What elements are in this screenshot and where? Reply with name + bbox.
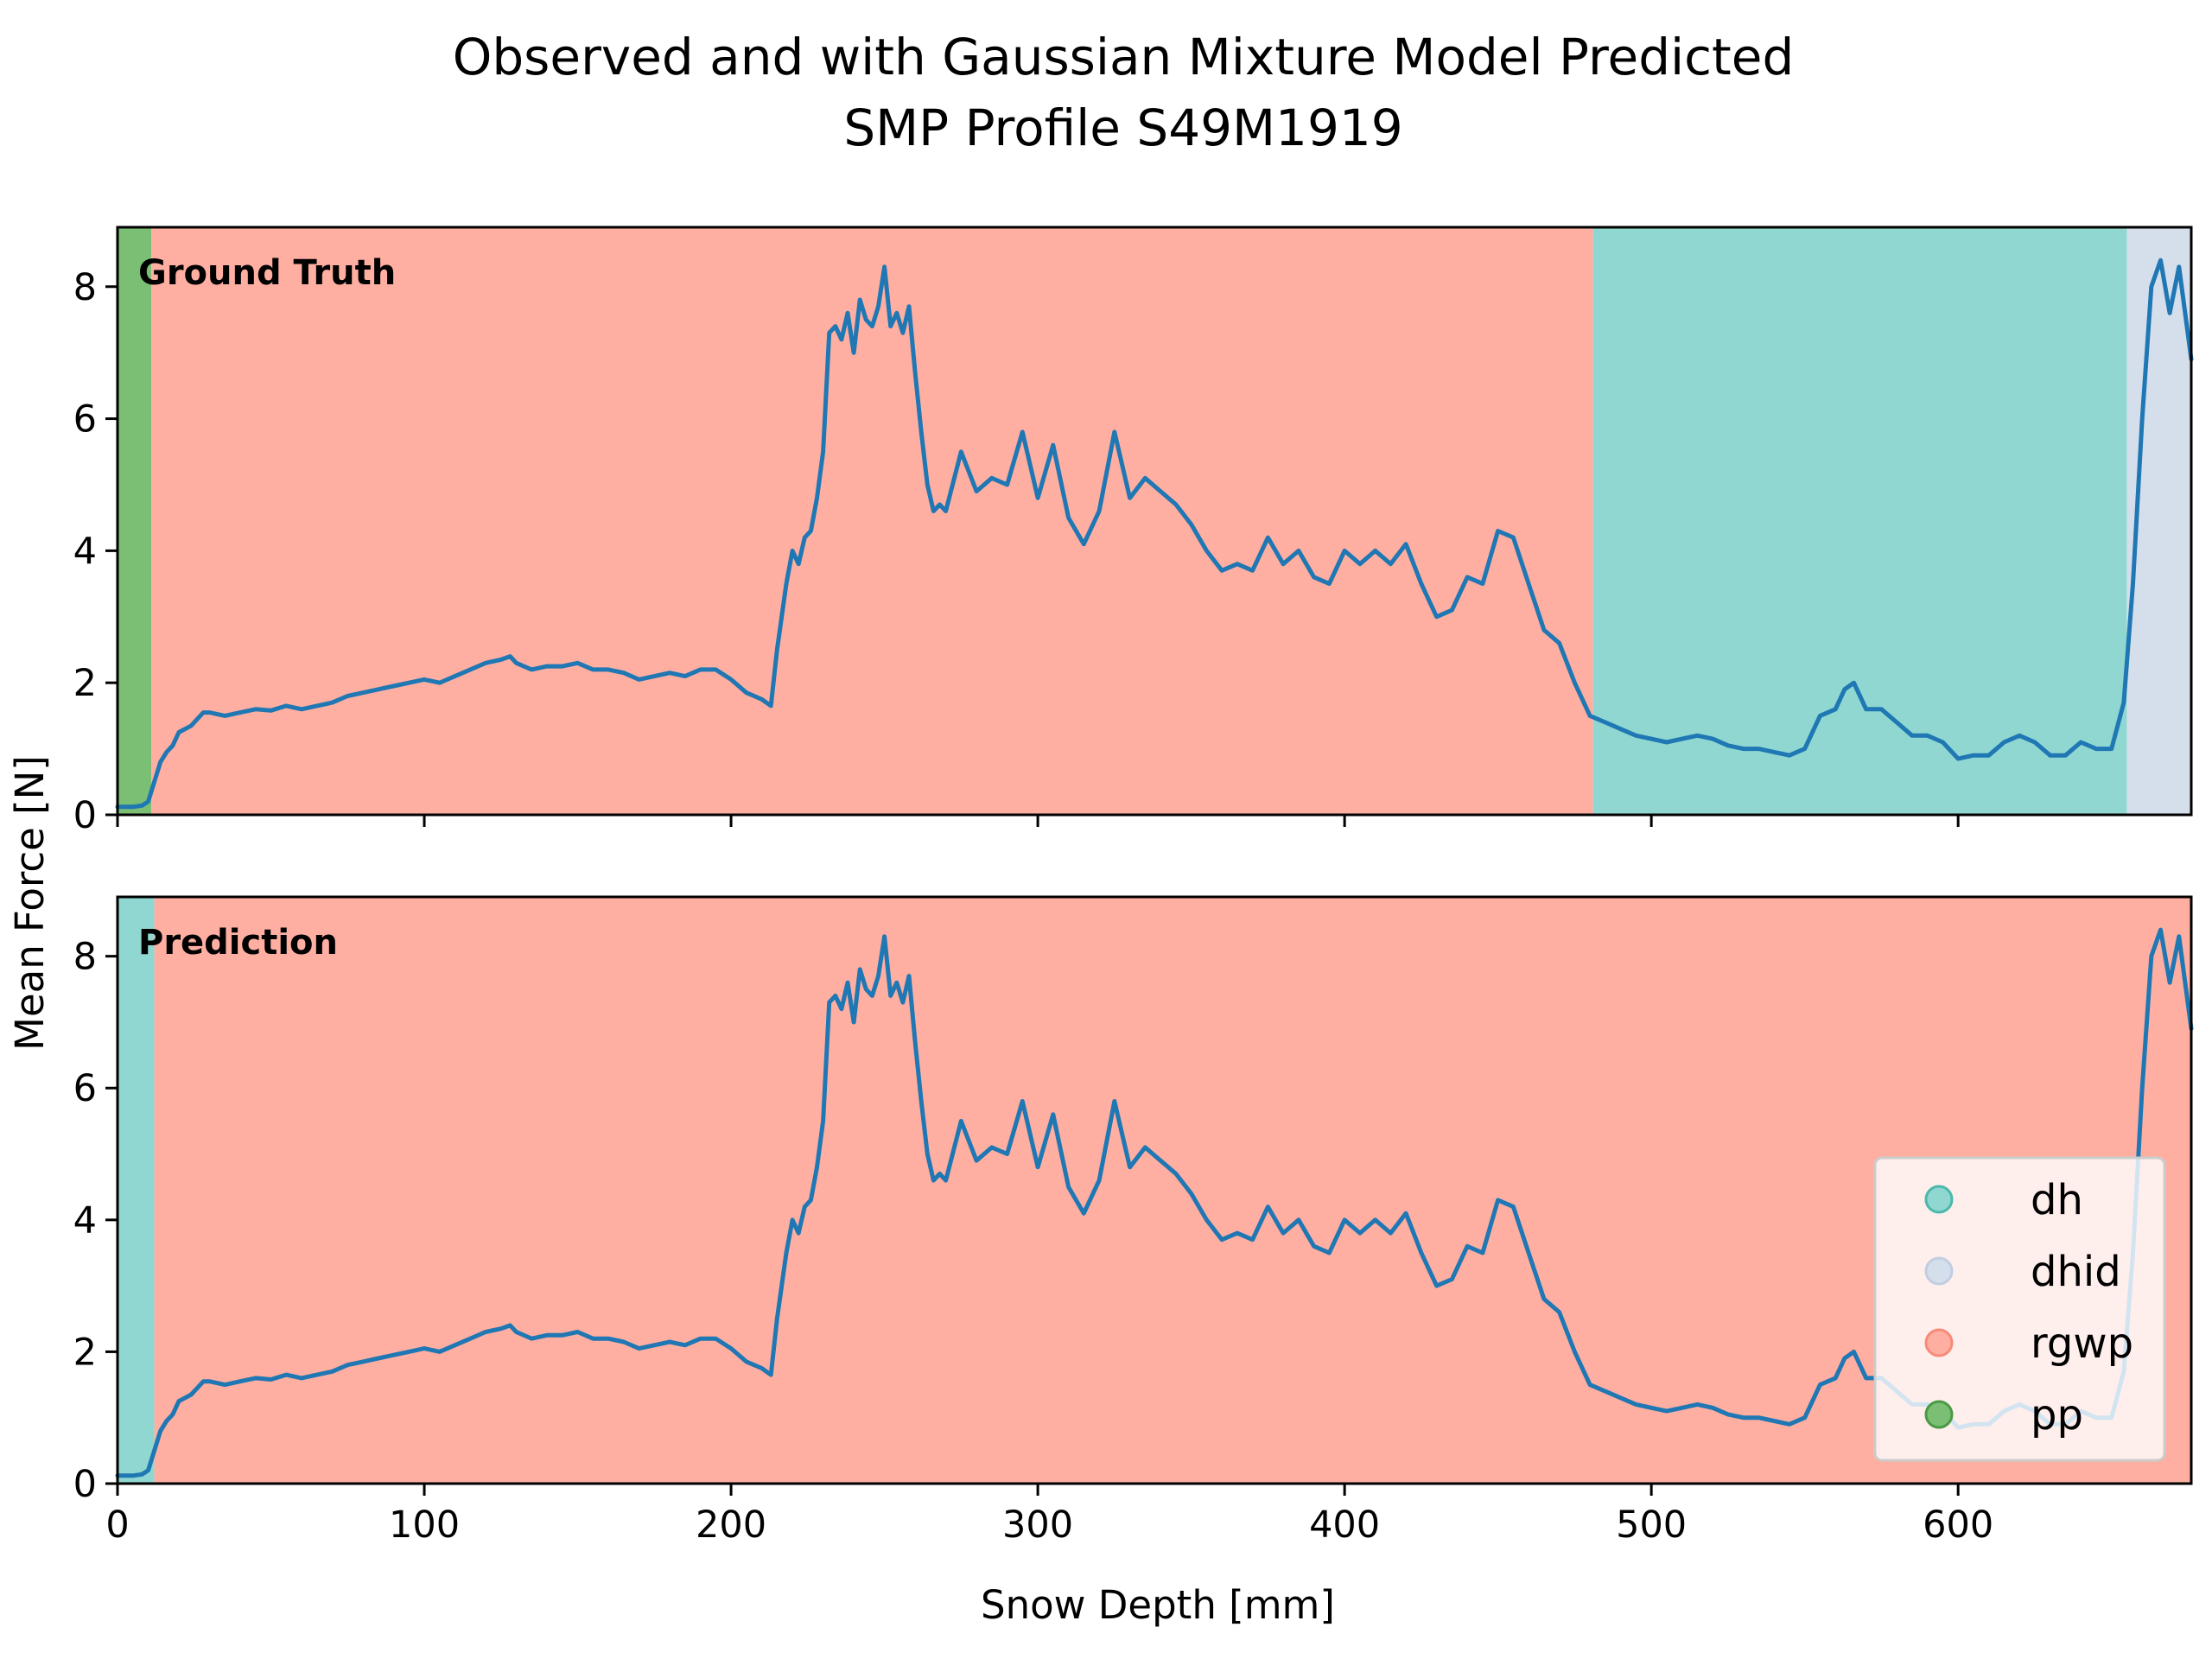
y-tick-label: 6 bbox=[73, 1067, 97, 1110]
x-axis-title: Snow Depth [mm] bbox=[981, 1582, 1335, 1628]
panel-ground-truth: 0 2 4 6 8 Ground Truth bbox=[73, 226, 2194, 837]
y-tick-label: 0 bbox=[73, 1463, 97, 1506]
legend: dh dhid rgwp pp bbox=[1873, 1156, 2166, 1462]
figure-title-line2: SMP Profile S49M1919 bbox=[843, 99, 1402, 157]
segment-rgwp bbox=[154, 897, 2192, 1484]
x-tick-label: 100 bbox=[389, 1503, 460, 1547]
axes-frame bbox=[116, 226, 2193, 817]
x-tick-label: 0 bbox=[105, 1503, 129, 1547]
legend-label-rgwp: rgwp bbox=[2031, 1319, 2133, 1368]
y-axis-title: Mean Force [N] bbox=[7, 755, 53, 1051]
segment-dh bbox=[1592, 227, 2127, 815]
legend-marker-dh bbox=[1924, 1185, 1954, 1214]
panel-label: Ground Truth bbox=[138, 253, 396, 293]
legend-label-dhid: dhid bbox=[2031, 1248, 2121, 1296]
segment-rgwp bbox=[151, 227, 1593, 815]
legend-label-pp: pp bbox=[2031, 1391, 2083, 1440]
panel-label: Prediction bbox=[138, 923, 338, 963]
y-tick-label: 4 bbox=[73, 1199, 97, 1243]
force-line bbox=[115, 927, 2194, 1478]
legend-label-dh: dh bbox=[2031, 1176, 2083, 1224]
x-tick-label: 600 bbox=[1923, 1503, 1993, 1547]
x-tick-label: 400 bbox=[1309, 1503, 1380, 1547]
figure-title-line1: Observed and with Gaussian Mixture Model… bbox=[453, 28, 1795, 86]
force-line bbox=[115, 257, 2194, 810]
axes-frame bbox=[116, 895, 2193, 1485]
legend-box bbox=[1873, 1156, 2166, 1462]
segment-dh bbox=[118, 897, 155, 1484]
x-tick-label: 300 bbox=[1002, 1503, 1073, 1547]
y-tick-label: 8 bbox=[73, 936, 97, 979]
x-tick-label: 200 bbox=[696, 1503, 766, 1547]
legend-marker-pp bbox=[1924, 1400, 1954, 1429]
y-tick-label: 2 bbox=[73, 662, 97, 705]
legend-marker-dhid bbox=[1924, 1256, 1954, 1286]
legend-marker-rgwp bbox=[1924, 1328, 1954, 1357]
y-tick-label: 2 bbox=[73, 1331, 97, 1374]
y-tick-label: 4 bbox=[73, 530, 97, 573]
segment-pp bbox=[118, 227, 152, 815]
y-tick-label: 8 bbox=[73, 266, 97, 309]
y-tick-label: 0 bbox=[73, 794, 97, 837]
panel-prediction: 0 2 4 6 8 0 100 200 300 400 500 600 Prediction bbox=[73, 895, 2194, 1547]
y-tick-label: 6 bbox=[73, 398, 97, 442]
x-tick-label: 500 bbox=[1616, 1503, 1687, 1547]
